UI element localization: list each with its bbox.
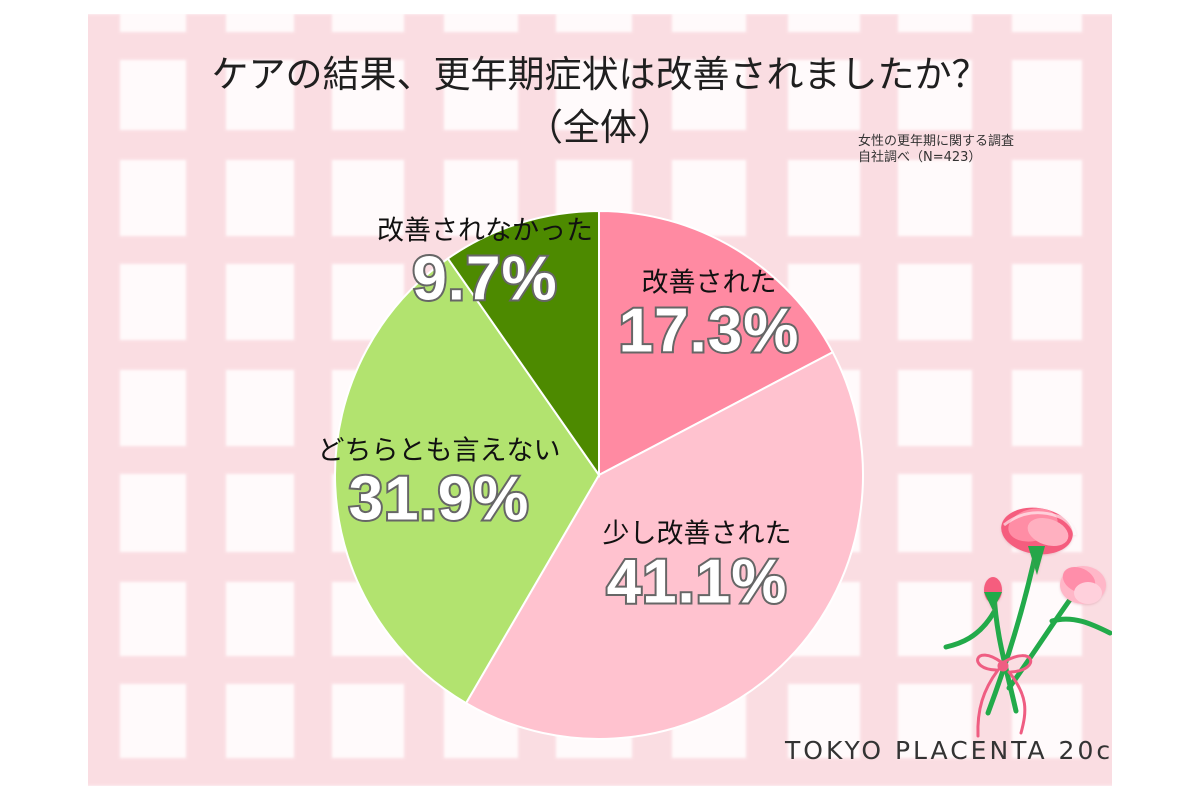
chart-title-subtitle: （全体） [526,106,674,149]
chart-title-main: ケアの結果、更年期症状は改善されましたか？ [211,53,989,96]
ribbon-knot [997,660,1009,672]
ribbon-loop-left [976,653,1003,672]
check-band-horizontal-8 [88,758,1112,786]
carnation-petal [1027,518,1069,546]
pie-slice-2 [464,350,864,740]
carnation-sepal [1028,546,1045,575]
carnation-bouquet-illustration [943,507,1112,738]
carnation-bud-sepal [984,592,1002,611]
ribbon-bow [976,653,1033,738]
pie-slices [334,209,864,740]
brand-logo-text: TOKYO PLACENTA 20cc [785,736,1112,765]
survey-source-note: 女性の更年期に関する調査 自社調べ（N=423） [858,134,1014,167]
carnation-stem-main [985,544,1040,716]
carnation-bud-left [984,577,1002,611]
check-band-horizontal-2 [88,130,1112,160]
pie-slice-1 [598,209,835,477]
carnation-petal-edge [1003,511,1077,536]
ribbon-tail-left [976,668,1000,738]
pie-slice-4 [446,209,600,479]
carnation-flower-top [1001,507,1077,575]
ribbon-tail-right [1007,670,1027,735]
carnation-leaf-right [1049,616,1112,636]
ribbon-loop-right [1002,654,1033,674]
carnation-leaf-left [943,609,997,650]
carnation-flower-right [1060,566,1106,604]
carnation-stem-right [1006,587,1080,691]
survey-name: 女性の更年期に関する調査 [858,134,1015,149]
check-band-horizontal-1 [88,32,1112,60]
pie-slice-3 [334,257,601,705]
infographic-canvas: ケアの結果、更年期症状は改善されましたか？ （全体） 女性の更年期に関する調査 … [88,14,1112,786]
carnation-petal [1074,582,1102,604]
pie-chart-svg [88,14,1112,786]
survey-sample-note: 自社調べ（N=423） [858,150,982,166]
